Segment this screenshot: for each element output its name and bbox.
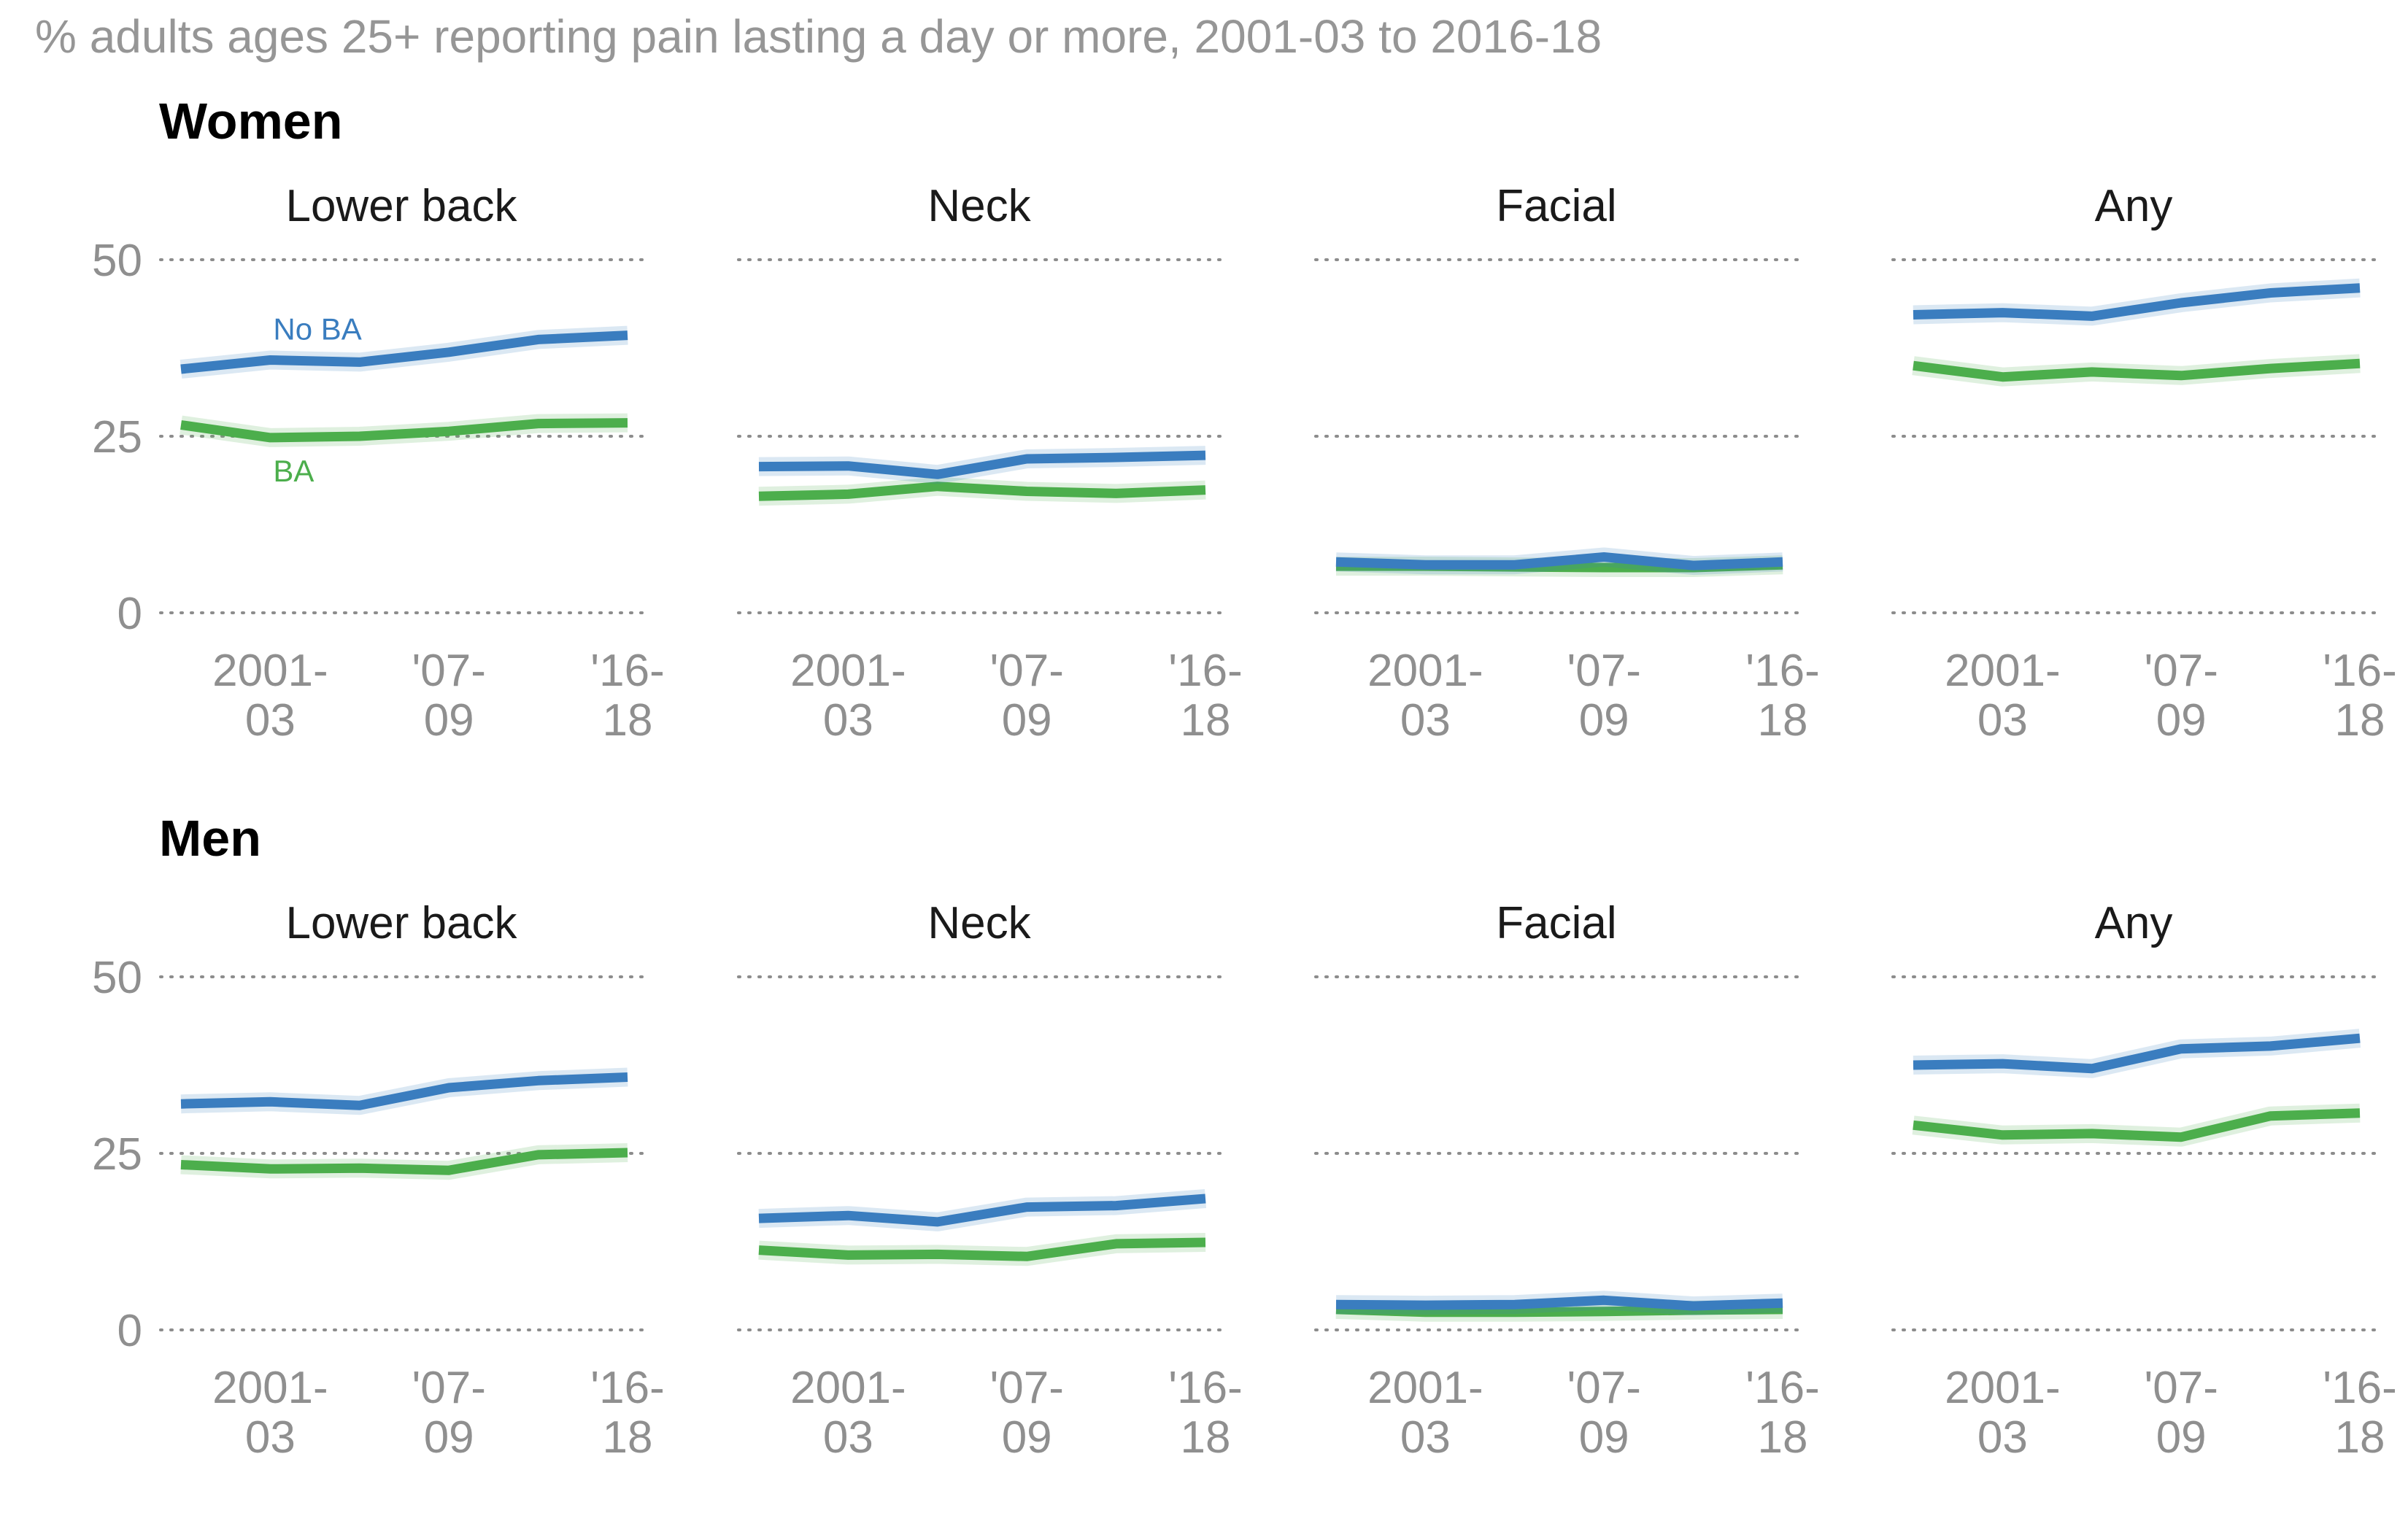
x-tick-label: 03 [1400,695,1451,746]
series-line-no-ba [1335,552,1783,570]
x-tick-label: '07- [2144,646,2218,696]
y-tick-label: 0 [117,1306,142,1356]
x-tick-label: 09 [2156,695,2207,746]
series-line-ba [180,418,628,443]
x-tick-label: '07- [989,1363,1063,1413]
series-line-no-ba [758,1194,1206,1227]
series-line-ba [758,481,1206,501]
x-tick-label: 2001- [1945,1363,2061,1413]
series-label-ba: BA [273,454,314,488]
y-tick-label: 0 [117,589,142,639]
x-tick-label: 09 [2156,1412,2207,1463]
x-tick-label: 03 [823,695,873,746]
series-line-ba [758,1237,1206,1261]
y-tick-label: 25 [92,412,142,463]
x-tick-label: 09 [1002,695,1052,746]
x-tick-label: 2001- [1367,646,1483,696]
x-tick-label: 03 [1977,1412,2028,1463]
x-tick-label: 2001- [790,646,906,696]
x-tick-label: 2001- [1367,1363,1483,1413]
panel-women-lower-back: Lower back 2001-03 '07-09 '16-18 No BA BA [159,181,665,746]
x-tick-label: 2001- [212,646,328,696]
group-title-men: Men [159,810,261,867]
panel-men-lower-back: Lower back 2001-03 '07-09 '16-18 [159,898,665,1463]
x-tick-label: 03 [1400,1412,1451,1463]
x-tick-label: '07- [412,1363,485,1413]
x-tick-label: 03 [823,1412,873,1463]
x-tick-label: 09 [1002,1412,1052,1463]
panel-women-facial: Facial 2001-03 '07-09 '16-18 [1314,181,1820,746]
panel-title: Any [2095,898,2173,948]
panel-men-neck: Neck 2001-03 '07-09 '16-18 [737,898,1243,1463]
series-line-ba [180,1148,628,1175]
group-title-women: Women [159,93,343,150]
x-tick-label: '07- [989,646,1063,696]
panel-title: Any [2095,181,2173,231]
panel-title: Neck [927,898,1031,948]
series-line-ba [1913,1108,2361,1142]
x-tick-label: 09 [424,695,474,746]
x-tick-label: '07- [1567,646,1640,696]
x-tick-label: '16- [590,646,664,696]
x-tick-label: '07- [412,646,485,696]
x-tick-label: 09 [424,1412,474,1463]
x-tick-label: 09 [1579,1412,1629,1463]
series-line-no-ba [1913,283,2361,321]
x-tick-label: '16- [1168,1363,1242,1413]
panel-women-any: Any 2001-03 '07-09 '16-18 [1891,181,2397,746]
x-tick-label: 2001- [790,1363,906,1413]
y-tick-label: 25 [92,1129,142,1180]
panel-title: Lower back [285,898,517,948]
x-tick-label: '16- [2323,646,2396,696]
panel-title: Facial [1496,181,1616,231]
x-tick-label: 18 [2335,1412,2385,1463]
x-tick-label: 18 [1181,1412,1231,1463]
x-tick-label: 18 [1181,695,1231,746]
y-tick-label: 50 [92,953,142,1003]
x-tick-label: 03 [245,1412,296,1463]
x-tick-label: '07- [2144,1363,2218,1413]
x-tick-label: 18 [603,1412,653,1463]
x-tick-label: 03 [1977,695,2028,746]
series-line-no-ba [180,1072,628,1110]
y-tick-label: 50 [92,236,142,286]
panel-title: Lower back [285,181,517,231]
x-tick-label: '16- [1745,1363,1819,1413]
x-tick-label: '16- [1168,646,1242,696]
x-tick-label: '07- [1567,1363,1640,1413]
x-tick-label: 18 [1758,1412,1808,1463]
panel-title: Neck [927,181,1031,231]
series-label-no-ba: No BA [273,312,361,346]
panel-title: Facial [1496,898,1616,948]
x-tick-label: 18 [2335,695,2385,746]
panel-men-any: Any 2001-03 '07-09 '16-18 [1891,898,2397,1463]
x-tick-label: 2001- [212,1363,328,1413]
series-line-ba [1913,358,2361,382]
x-tick-label: 18 [603,695,653,746]
x-tick-label: '16- [2323,1363,2396,1413]
x-tick-label: 18 [1758,695,1808,746]
x-tick-label: '16- [1745,646,1819,696]
series-line-no-ba [758,450,1206,479]
panel-men-facial: Facial 2001-03 '07-09 '16-18 [1314,898,1820,1463]
x-tick-label: 2001- [1945,646,2061,696]
series-line-no-ba [180,330,628,374]
x-tick-label: '16- [590,1363,664,1413]
x-tick-label: 03 [245,695,296,746]
chart-title: % adults ages 25+ reporting pain lasting… [35,10,1602,63]
panel-women-neck: Neck 2001-03 '07-09 '16-18 [737,181,1243,746]
series-line-no-ba [1913,1033,2361,1074]
series-line-no-ba [1335,1295,1783,1311]
x-tick-label: 09 [1579,695,1629,746]
